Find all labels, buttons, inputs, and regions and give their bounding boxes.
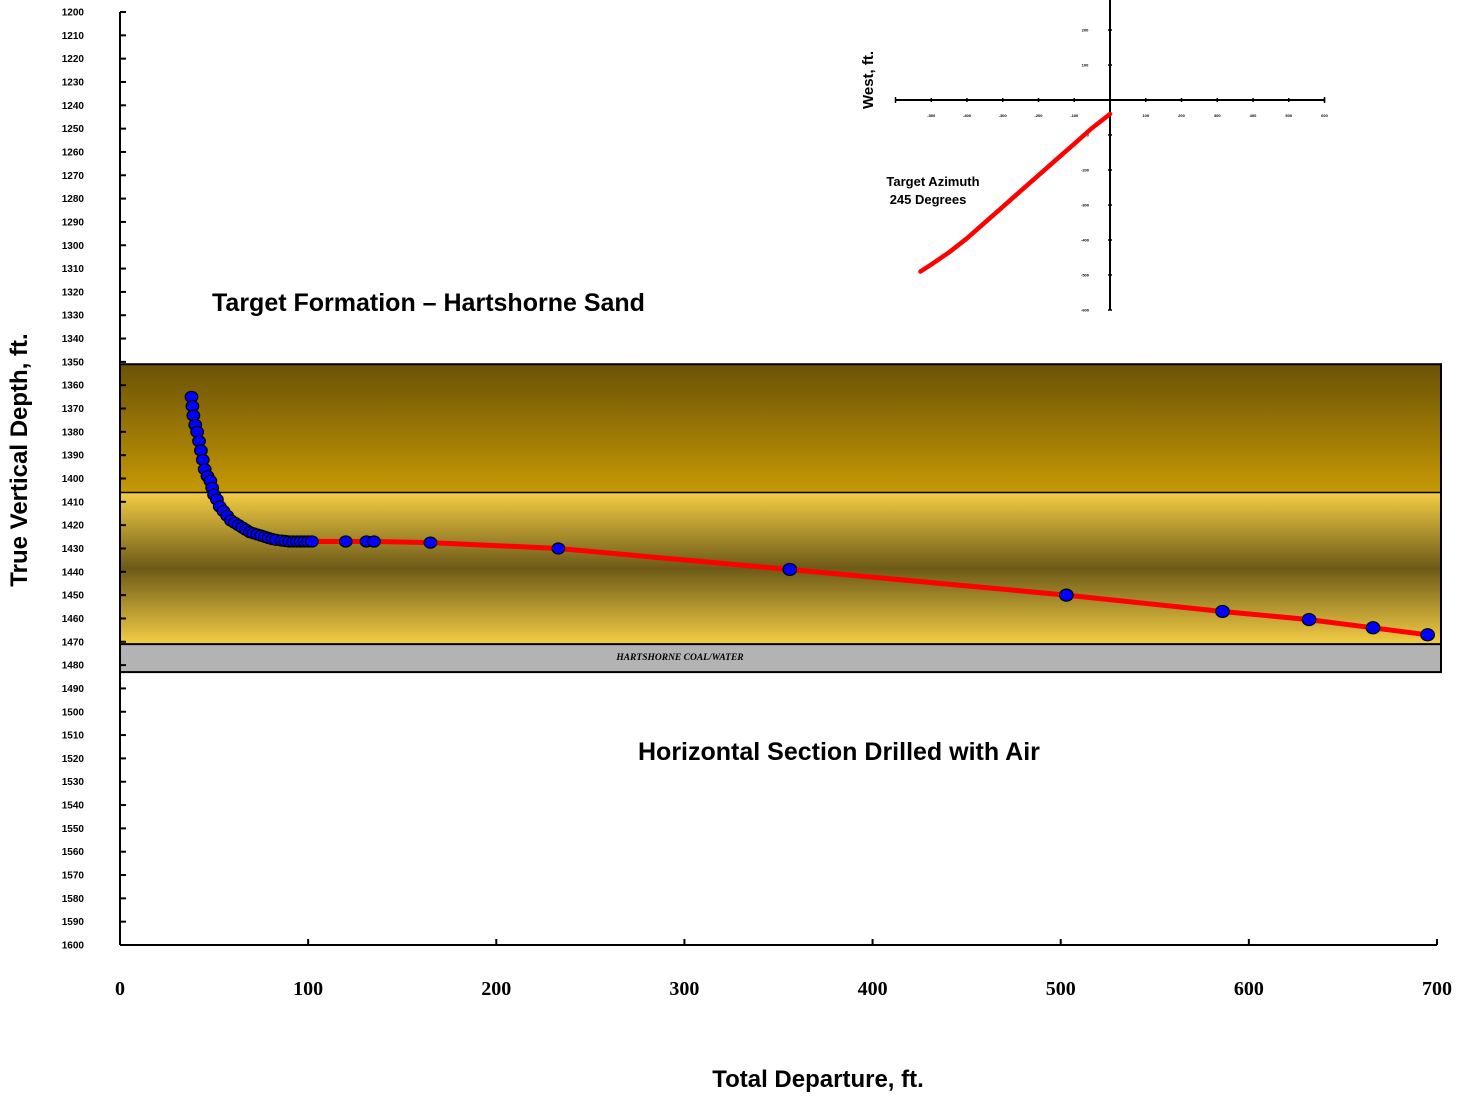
y-tick-label: 1300 (62, 241, 85, 252)
inset-y-axis-title: West, ft. (860, 51, 877, 109)
y-tick-label: 1490 (62, 684, 85, 695)
y-tick-label: 1280 (62, 194, 85, 205)
inset-x-tick-label: 400 (1250, 113, 1257, 118)
inset-x-tick-label: 100 (1142, 113, 1149, 118)
inset-x-tick-label: -200 (1034, 113, 1043, 118)
inset-x-tick-label: 600 (1321, 113, 1328, 118)
x-tick-label: 300 (669, 978, 699, 1000)
inset-y-tick-label: -400 (1081, 238, 1090, 243)
x-axis-title: Total Departure, ft. (712, 1066, 924, 1093)
y-tick-label: 1230 (62, 77, 85, 88)
survey-point (1058, 588, 1074, 602)
y-axis: 1200 1210 1220 1230 1240 1250 1260 1270 1280 1290… (62, 8, 126, 952)
inset-azimuth-path (918, 111, 1113, 274)
inset-x-tick-label: 200 (1178, 113, 1185, 118)
inset-y-tick-label: -500 (1081, 273, 1090, 278)
inset-x-tick-label: -100 (1070, 113, 1079, 118)
inset-y-tick-label: -200 (1081, 168, 1090, 173)
y-tick-label: 1440 (62, 567, 85, 578)
x-tick-label: 0 (115, 978, 125, 1000)
y-tick-label: 1410 (62, 497, 85, 508)
y-tick-label: 1500 (62, 707, 85, 718)
x-tick-label: 100 (293, 978, 323, 1000)
survey-point (1365, 621, 1381, 635)
y-tick-label: 1320 (62, 287, 85, 298)
y-tick-label: 1240 (62, 101, 85, 112)
y-tick-label: 1350 (62, 357, 85, 368)
y-tick-label: 1430 (62, 544, 85, 555)
horizontal-section-label: Horizontal Section Drilled with Air (638, 738, 1040, 766)
y-tick-label: 1380 (62, 427, 85, 438)
survey-point (1215, 604, 1230, 619)
x-tick-label: 400 (858, 978, 888, 1000)
survey-point (551, 542, 566, 555)
y-tick-label: 1370 (62, 404, 85, 415)
y-tick-label: 1460 (62, 614, 85, 625)
y-tick-label: 1340 (62, 334, 85, 345)
survey-point (367, 535, 381, 548)
x-axis: 0 100 200 300 400 500 600 700 (115, 939, 1452, 1000)
coal-water-label: HARTSHORNE COAL/WATER (615, 653, 743, 663)
survey-points (184, 390, 1435, 642)
band-coal-water (120, 644, 1441, 673)
y-tick-label: 1360 (62, 381, 85, 392)
inset-y-tick-label: 200 (1082, 28, 1089, 33)
y-tick-label: 1580 (62, 894, 85, 905)
x-tick-label: 500 (1046, 978, 1076, 1000)
x-tick-label: 200 (481, 978, 511, 1000)
y-tick-label: 1540 (62, 801, 85, 812)
x-tick-label: 700 (1422, 978, 1452, 1000)
y-tick-label: 1250 (62, 124, 85, 135)
inset-azimuth-line (918, 111, 1113, 274)
y-tick-label: 1600 (62, 941, 85, 952)
y-tick-label: 1480 (62, 661, 85, 672)
y-tick-label: 1260 (62, 147, 85, 158)
inset-x-tick-label: 500 (1285, 113, 1292, 118)
inset-x-tick-label: -400 (963, 113, 972, 118)
inset-x-tick-label: -500 (927, 113, 936, 118)
azimuth-label-line1: Target Azimuth (886, 174, 979, 189)
formation-bands (119, 363, 1442, 674)
y-tick-label: 1450 (62, 591, 85, 602)
inset-y-tick-label: 100 (1082, 63, 1089, 68)
y-tick-label: 1590 (62, 917, 85, 928)
y-tick-label: 1530 (62, 777, 85, 788)
y-tick-label: 1520 (62, 754, 85, 765)
y-tick-label: 1270 (62, 171, 85, 182)
y-axis-title: True Vertical Depth, ft. (6, 333, 33, 586)
target-formation-label: Target Formation – Hartshorne Sand (212, 289, 645, 317)
band-upper-sand (120, 364, 1441, 493)
survey-point (305, 535, 319, 548)
survey-point (1301, 613, 1317, 627)
y-tick-label: 1310 (62, 264, 85, 275)
plan-view-inset: -500 -400 -300 -200 -100 100 200 300 400 500 600 20… (860, 0, 1329, 313)
y-tick-label: 1570 (62, 871, 85, 882)
y-tick-label: 1560 (62, 847, 85, 858)
y-tick-label: 1390 (62, 451, 85, 462)
y-tick-label: 1200 (62, 8, 85, 19)
x-tick-label: 600 (1234, 978, 1264, 1000)
y-tick-label: 1210 (62, 31, 85, 42)
inset-axes: -500 -400 -300 -200 -100 100 200 300 400 500 600 20… (894, 0, 1329, 313)
azimuth-label-line2: 245 Degrees (890, 192, 967, 207)
inset-x-tick-label: 300 (1214, 113, 1221, 118)
y-tick-label: 1470 (62, 637, 85, 648)
y-tick-label: 1290 (62, 217, 85, 228)
y-tick-label: 1220 (62, 54, 85, 65)
y-tick-label: 1420 (62, 521, 85, 532)
survey-point (423, 536, 438, 549)
y-tick-label: 1510 (62, 731, 85, 742)
y-tick-label: 1330 (62, 311, 85, 322)
survey-point (1420, 628, 1435, 642)
survey-point (782, 562, 798, 577)
inset-y-tick-label: -300 (1081, 203, 1090, 208)
inset-y-tick-label: -600 (1081, 308, 1090, 313)
survey-point (338, 535, 353, 548)
y-tick-label: 1550 (62, 824, 85, 835)
inset-x-tick-label: -300 (999, 113, 1008, 118)
y-tick-label: 1400 (62, 474, 85, 485)
